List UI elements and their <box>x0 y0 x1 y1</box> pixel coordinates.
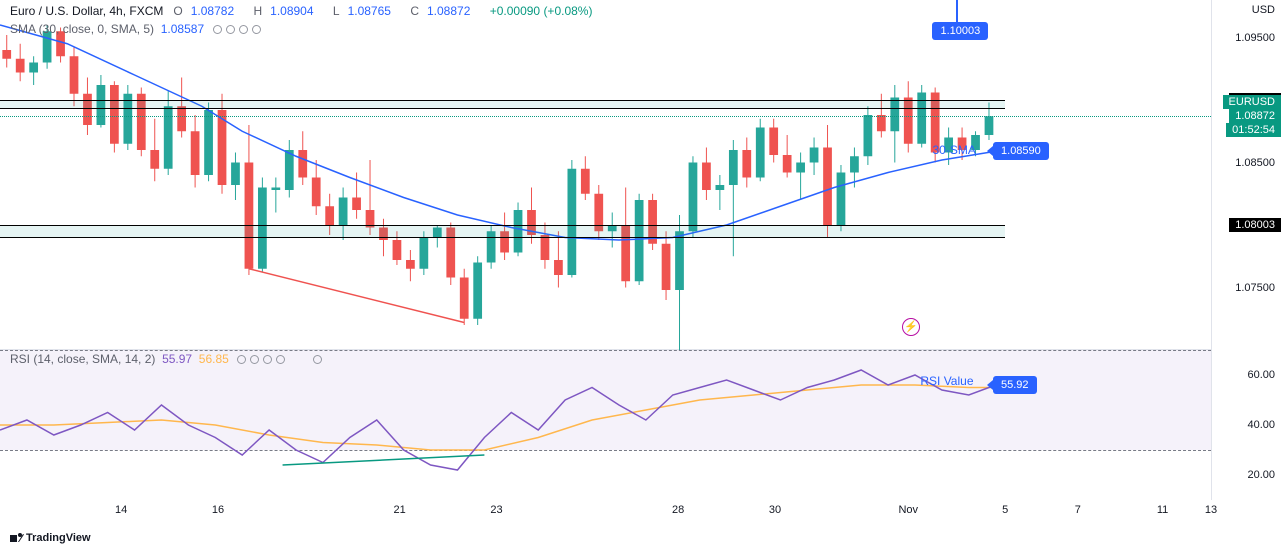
rsi-tick: 20.00 <box>1247 469 1275 481</box>
ohlc-close: 1.08872 <box>427 4 470 18</box>
time-tick: 23 <box>490 504 502 516</box>
rsi-oversold-line <box>0 450 1211 451</box>
indicator-dot-icon[interactable] <box>237 355 246 364</box>
time-axis[interactable]: 141621232830Nov571113 <box>0 500 1211 530</box>
support-price-tag: 1.08003 <box>1229 218 1281 232</box>
rsi-value-callout[interactable]: 55.92 <box>993 376 1037 394</box>
indicator-dot-icon[interactable] <box>276 355 285 364</box>
ohlc-low: 1.08765 <box>348 4 391 18</box>
lightning-icon[interactable]: ⚡ <box>902 318 920 336</box>
price-tick: 1.07500 <box>1235 282 1275 294</box>
time-tick: 7 <box>1075 504 1081 516</box>
ohlc-high: 1.08904 <box>270 4 313 18</box>
indicator-dot-icon[interactable] <box>250 355 259 364</box>
chart-container[interactable]: Euro / U.S. Dollar, 4h, FXCM O1.08782 H1… <box>0 0 1281 551</box>
rsi-tick: 60.00 <box>1247 369 1275 381</box>
time-tick: 14 <box>115 504 127 516</box>
price-tick: 1.08500 <box>1235 157 1275 169</box>
time-tick: 16 <box>212 504 224 516</box>
indicator-dot-icon[interactable] <box>263 355 272 364</box>
pair-tag: EURUSD <box>1223 95 1281 109</box>
indicator-dot-icon[interactable] <box>239 25 248 34</box>
price-axis[interactable]: USD 1.095001.090001.085001.080031.07500 … <box>1211 0 1281 500</box>
rsi-value-2: 56.85 <box>199 352 229 366</box>
time-tick: 13 <box>1205 504 1217 516</box>
target-callout-line <box>956 0 958 23</box>
resistance-zone[interactable] <box>0 100 1005 109</box>
indicator-dot-icon[interactable] <box>313 355 322 364</box>
rsi-tick: 40.00 <box>1247 419 1275 431</box>
time-tick: 21 <box>394 504 406 516</box>
countdown-tag: 01:52:54 <box>1226 123 1281 137</box>
support-zone[interactable] <box>0 225 1005 238</box>
price-chart-svg <box>0 0 1211 350</box>
sma-value: 1.08587 <box>161 22 204 36</box>
rsi-overbought-line <box>0 350 1211 351</box>
main-price-pane[interactable]: 1.10003 30-SMA 1.08590 ⚡ <box>0 0 1211 350</box>
symbol-header: Euro / U.S. Dollar, 4h, FXCM O1.08782 H1… <box>10 4 600 18</box>
sma-annotation-text: 30-SMA <box>932 143 975 157</box>
tradingview-logo[interactable]: TradingView <box>10 531 91 545</box>
indicator-dot-icon[interactable] <box>226 25 235 34</box>
rsi-indicator-label[interactable]: RSI (14, close, SMA, 14, 2) 55.97 56.85 <box>10 352 324 366</box>
last-price-tag: 1.08872 <box>1229 109 1281 123</box>
rsi-annotation-text: RSI Value <box>920 374 973 388</box>
indicator-dot-icon[interactable] <box>213 25 222 34</box>
ohlc-change: +0.00090 (+0.08%) <box>490 4 593 18</box>
time-tick: Nov <box>898 504 918 516</box>
rsi-value-1: 55.97 <box>162 352 192 366</box>
symbol-name[interactable]: Euro / U.S. Dollar, 4h, FXCM <box>10 4 163 18</box>
ohlc-open: 1.08782 <box>191 4 234 18</box>
rsi-pane[interactable]: RSI (14, close, SMA, 14, 2) 55.97 56.85 … <box>0 350 1211 500</box>
indicator-dot-icon[interactable] <box>252 25 261 34</box>
time-tick: 5 <box>1002 504 1008 516</box>
time-tick: 30 <box>769 504 781 516</box>
time-tick: 11 <box>1157 504 1168 516</box>
target-price-callout[interactable]: 1.10003 <box>932 22 988 40</box>
sma-value-callout[interactable]: 1.08590 <box>993 142 1049 160</box>
last-price-line <box>0 116 1211 117</box>
axis-currency-label: USD <box>1252 4 1275 16</box>
sma-indicator-label[interactable]: SMA (30, close, 0, SMA, 5) 1.08587 <box>10 22 263 36</box>
tv-logo-icon <box>10 531 24 545</box>
price-tick: 1.09500 <box>1235 32 1275 44</box>
time-tick: 28 <box>672 504 684 516</box>
